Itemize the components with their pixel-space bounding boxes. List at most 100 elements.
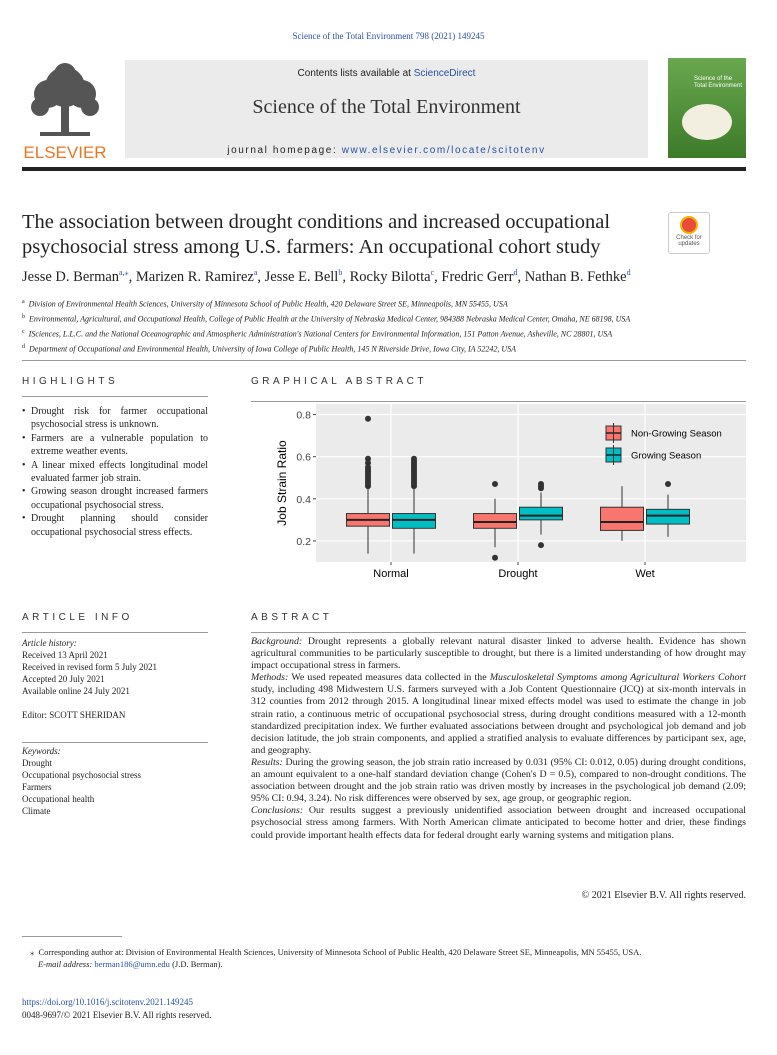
x-tick-label: Wet <box>635 568 654 580</box>
author-name: Jesse E. Bell <box>264 268 339 285</box>
affiliation-sup: a <box>22 299 25 305</box>
footnote-rule <box>22 936 122 937</box>
journal-banner: Contents lists available at ScienceDirec… <box>125 60 648 158</box>
abstract-label: Results: <box>251 756 283 768</box>
y-axis-label: Job Strain Ratio <box>275 440 289 526</box>
legend-label: Non-Growing Season <box>631 429 722 440</box>
history-item: Available online 24 July 2021 <box>22 686 130 696</box>
outlier <box>411 455 417 462</box>
author-sup[interactable]: b <box>338 268 343 277</box>
keyword: Occupational health <box>22 794 95 804</box>
abstract-section: Results: During the growing season, the … <box>251 757 746 805</box>
y-tick-label: 0.4 <box>296 494 311 506</box>
box <box>392 513 436 529</box>
sciencedirect-link[interactable]: ScienceDirect <box>413 68 476 79</box>
footnote-mark: ⁎ <box>30 947 35 957</box>
highlights-rule <box>22 396 208 397</box>
check-updates[interactable]: Check for updates <box>668 212 710 254</box>
author-name: Nathan B. Fethke <box>524 268 627 285</box>
journal-ref[interactable]: Science of the Total Environment 798 (20… <box>292 31 485 41</box>
box <box>519 506 563 521</box>
author: Jesse D. Bermana,⁎ <box>22 268 136 285</box>
author: Fredric Gerrd <box>441 268 524 285</box>
elsevier-logo: ELSEVIER <box>20 62 110 162</box>
footnote: ⁎ Corresponding author at: Division of E… <box>30 946 750 970</box>
abstract-section: Conclusions: Our results suggest a previ… <box>251 805 746 841</box>
outlier <box>538 542 544 549</box>
editor: Editor: SCOTT SHERIDAN <box>22 710 126 720</box>
author-name: Jesse D. Berman <box>22 268 120 285</box>
author-sup[interactable]: d <box>513 268 518 277</box>
abstract-body: Background: Drought represents a globall… <box>251 636 746 842</box>
author: Nathan B. Fethked <box>524 268 631 285</box>
abstract-text: Our results suggest a previously unident… <box>251 805 747 841</box>
highlight-item: A linear mixed effects longitudinal mode… <box>22 459 208 486</box>
keyword-list: Drought Occupational psychosocial stress F… <box>22 757 208 817</box>
keywords-rule <box>22 742 208 743</box>
author-name: Marizen R. Ramirez <box>135 268 254 285</box>
abstract-text: study, including 498 Midwestern U.S. far… <box>251 684 746 756</box>
abstract-text: During the growing season, the job strai… <box>251 756 746 805</box>
abstract-label: Conclusions: <box>251 805 304 817</box>
x-tick-label: Drought <box>498 568 537 580</box>
email-name: (J.D. Berman). <box>172 959 223 969</box>
box <box>473 513 517 529</box>
affiliation-sup: c <box>22 329 25 336</box>
keywords-label: Keywords: <box>22 746 61 756</box>
history: Received 13 April 2021 Received in revise… <box>22 649 208 697</box>
homepage-link[interactable]: www.elsevier.com/locate/scitotenv <box>341 145 546 156</box>
outlier <box>365 455 371 462</box>
outlier <box>492 481 498 488</box>
outlier <box>365 464 371 471</box>
abstract-text: We used repeated measures data collected… <box>291 672 490 684</box>
highlight-item: Drought planning should consider occupat… <box>22 512 208 539</box>
keyword: Climate <box>22 806 51 816</box>
author-sup[interactable]: a <box>253 268 258 277</box>
header-rule <box>22 167 746 171</box>
abstract-rule <box>251 632 746 633</box>
affiliation-text: ISciences, L.L.C. and the National Ocean… <box>28 329 613 339</box>
keyword: Drought <box>22 758 52 768</box>
section-rule <box>22 360 746 361</box>
affiliation-sup: d <box>22 344 25 351</box>
copyright: © 2021 Elsevier B.V. All rights reserved… <box>581 890 746 901</box>
history-label: Article history: <box>22 638 77 648</box>
outlier <box>538 481 544 488</box>
abstract-label: Background: <box>251 636 303 647</box>
highlight-item: Growing season drought increased farmers… <box>22 485 208 512</box>
doi[interactable]: https://doi.org/10.1016/j.scitotenv.2021… <box>22 997 193 1007</box>
x-tick-label: Normal <box>373 568 408 580</box>
affiliation: a Division of Environmental Health Scienc… <box>22 296 762 311</box>
affiliations: a Division of Environmental Health Scienc… <box>22 296 762 357</box>
box <box>646 508 690 525</box>
author-sup[interactable]: d <box>626 268 631 277</box>
issn: 0048-9697/© 2021 Elsevier B.V. All right… <box>22 1010 212 1020</box>
cover-title: Science of the Total Environment <box>694 76 743 89</box>
email-label: E-mail address: <box>38 959 93 969</box>
abstract-section: Background: Drought represents a globall… <box>251 636 746 672</box>
author-sup[interactable]: c <box>430 268 435 277</box>
email[interactable]: berman186@umn.edu <box>94 959 170 969</box>
author-sup[interactable]: a,⁎ <box>119 268 129 277</box>
chart: Job Strain Ratio 0.2 0.4 0.6 0.8 Normal Droug… <box>275 404 746 580</box>
history-item: Accepted 20 July 2021 <box>22 674 105 684</box>
author-name: Rocky Bilotta <box>349 268 431 285</box>
affiliation-text: Division of Environmental Health Science… <box>28 299 508 309</box>
author: Jesse E. Bellb <box>264 268 350 285</box>
article-info: Article history: Received 13 April 2021 R… <box>22 637 208 721</box>
keyword: Occupational psychosocial stress <box>22 770 141 780</box>
footnote-text: Corresponding author at: Division of Env… <box>38 947 642 957</box>
highlight-item: Farmers are a vulnerable population to e… <box>22 432 208 459</box>
check-updates-label: Check for updates <box>676 235 702 247</box>
box <box>600 506 644 531</box>
affiliation-sup: b <box>22 314 25 321</box>
plot-panel <box>316 404 746 562</box>
abstract-text: Drought represents a globally relevant n… <box>251 636 746 672</box>
abstract-label: Methods: <box>251 672 289 684</box>
keyword: Farmers <box>22 782 52 792</box>
y-tick-label: 0.2 <box>296 536 311 548</box>
outlier <box>492 554 498 561</box>
history-item: Received 13 April 2021 <box>22 650 108 660</box>
contents-prefix: Contents lists available at <box>297 68 411 79</box>
